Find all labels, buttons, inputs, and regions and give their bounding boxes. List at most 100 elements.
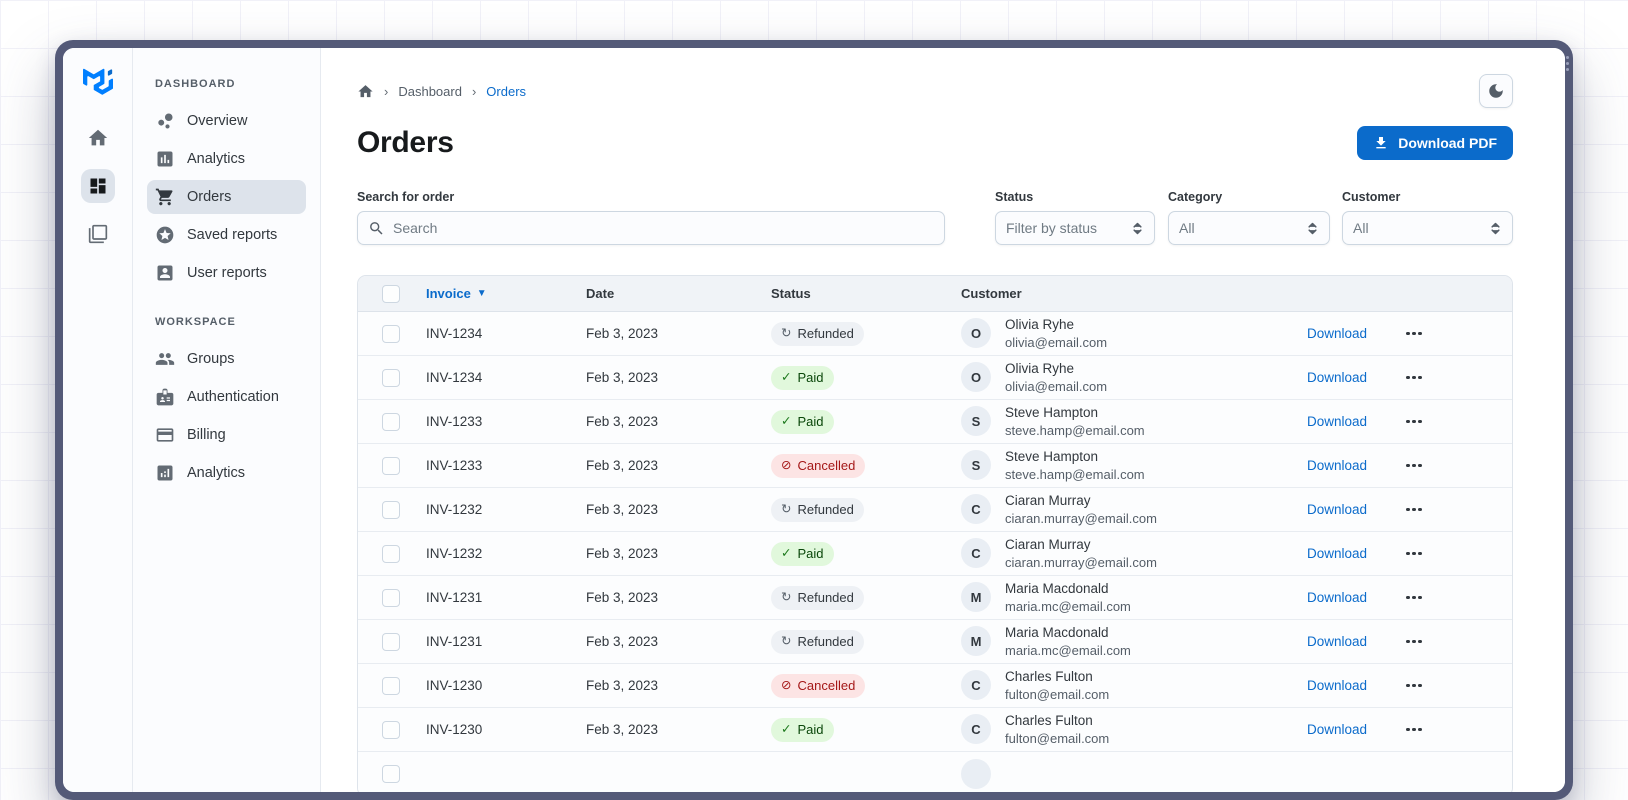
download-link[interactable]: Download: [1306, 458, 1368, 473]
row-checkbox[interactable]: [382, 588, 400, 607]
row-checkbox[interactable]: [382, 765, 400, 783]
customer-cell: [961, 759, 1282, 789]
date-cell: Feb 3, 2023: [586, 502, 659, 517]
row-menu-button[interactable]: [1402, 720, 1426, 740]
row-checkbox[interactable]: [382, 632, 400, 651]
customer-name: Olivia Ryhe: [1005, 316, 1075, 332]
date-cell: Feb 3, 2023: [586, 678, 659, 693]
sidebar-item-overview[interactable]: Overview: [147, 104, 306, 138]
sidebar-item-authentication[interactable]: Authentication: [147, 380, 306, 414]
row-menu-button[interactable]: [1402, 456, 1426, 476]
home-icon[interactable]: [357, 83, 374, 100]
rail-home-button[interactable]: [81, 121, 115, 155]
moon-icon: [1489, 84, 1503, 98]
home-icon: [88, 129, 107, 146]
sidebar-item-saved-reports[interactable]: Saved reports: [147, 218, 306, 252]
download-link[interactable]: Download: [1306, 326, 1368, 341]
row-menu-button[interactable]: [1402, 544, 1426, 564]
row-menu-button[interactable]: [1402, 324, 1426, 344]
rail-windows-button[interactable]: [81, 217, 115, 251]
customer-name: Charles Fulton: [1005, 668, 1093, 684]
window-scrollbar-dots: [1566, 56, 1570, 71]
customer-email: fulton@email.com: [1005, 730, 1110, 746]
customer-email: fulton@email.com: [1005, 686, 1110, 702]
select-all-checkbox[interactable]: [382, 284, 400, 303]
row-checkbox[interactable]: [382, 500, 400, 519]
customer-email: olivia@email.com: [1005, 378, 1108, 394]
status-chip: ✓ Paid: [771, 541, 834, 566]
shopping-cart-icon: [155, 187, 175, 207]
groups-icon: [155, 349, 175, 369]
sidebar-item-analytics[interactable]: Analytics: [147, 142, 306, 176]
status-icon: ↻: [781, 590, 792, 605]
date-cell: Feb 3, 2023: [586, 634, 659, 649]
breadcrumb-dashboard[interactable]: Dashboard: [398, 83, 462, 99]
download-link[interactable]: Download: [1306, 590, 1368, 605]
sidebar-item-user-reports[interactable]: User reports: [147, 256, 306, 290]
breadcrumb: › Dashboard › Orders: [357, 83, 526, 100]
download-link[interactable]: Download: [1306, 678, 1368, 693]
status-chip: ✓ Paid: [771, 717, 834, 742]
download-link[interactable]: Download: [1306, 722, 1368, 737]
sidebar-item-groups[interactable]: Groups: [147, 342, 306, 376]
customer-email: ciaran.murray@email.com: [1005, 554, 1157, 570]
row-menu-button[interactable]: [1402, 412, 1426, 432]
row-menu-button[interactable]: [1402, 588, 1426, 608]
column-header-customer: Customer: [961, 286, 1022, 301]
search-input[interactable]: [393, 220, 934, 236]
row-menu-button[interactable]: [1402, 632, 1426, 652]
customer-cell: C Charles Fulton fulton@email.com: [961, 668, 1282, 704]
download-link[interactable]: Download: [1306, 546, 1368, 561]
avatar: S: [961, 406, 991, 437]
customer-cell: C Ciaran Murray ciaran.murray@email.com: [961, 492, 1282, 528]
row-checkbox[interactable]: [382, 544, 400, 563]
table-row: INV-1232 Feb 3, 2023 ↻ Refunded C Ciaran …: [358, 488, 1512, 532]
column-header-invoice[interactable]: Invoice ▼: [426, 286, 487, 301]
row-checkbox[interactable]: [382, 676, 400, 695]
table-row: INV-1231 Feb 3, 2023 ↻ Refunded M Maria M…: [358, 620, 1512, 664]
download-link[interactable]: Download: [1306, 370, 1368, 385]
table-body: INV-1234 Feb 3, 2023 ↻ Refunded O Olivia …: [358, 312, 1512, 792]
row-menu-button[interactable]: [1402, 676, 1426, 696]
sidebar-item-billing[interactable]: Billing: [147, 418, 306, 452]
download-link[interactable]: Download: [1306, 634, 1368, 649]
row-checkbox[interactable]: [382, 456, 400, 475]
avatar: C: [961, 670, 991, 701]
customer-cell: S Steve Hampton steve.hamp@email.com: [961, 404, 1282, 440]
date-cell: Feb 3, 2023: [586, 458, 659, 473]
credit-card-icon: [155, 425, 175, 445]
status-icon: ✓: [781, 722, 792, 737]
customer-email: olivia@email.com: [1005, 334, 1108, 350]
status-icon: ✓: [781, 370, 792, 385]
rail-dashboard-button[interactable]: [80, 169, 115, 203]
row-menu-button[interactable]: [1402, 500, 1426, 520]
customer-name: Ciaran Murray: [1005, 536, 1091, 552]
status-chip: ✓ Paid: [771, 365, 834, 390]
theme-toggle-button[interactable]: [1479, 74, 1513, 108]
download-link[interactable]: Download: [1306, 502, 1368, 517]
category-select[interactable]: All: [1168, 211, 1330, 245]
status-select[interactable]: Filter by status: [995, 211, 1155, 245]
table-row: INV-1230 Feb 3, 2023 ⊘ Cancelled C Charle…: [358, 664, 1512, 708]
customer-filter-label: Customer: [1342, 190, 1401, 204]
download-link[interactable]: Download: [1306, 414, 1368, 429]
avatar: M: [961, 582, 991, 613]
row-checkbox[interactable]: [382, 368, 400, 387]
row-checkbox[interactable]: [382, 720, 400, 739]
main-content: › Dashboard › Orders Orders Download PDF: [321, 48, 1565, 792]
unfold-more-icon: [1133, 222, 1142, 234]
avatar: S: [961, 450, 991, 481]
status-icon: ✓: [781, 414, 792, 429]
customer-cell: C Charles Fulton fulton@email.com: [961, 712, 1282, 748]
person-card-icon: [155, 263, 175, 283]
date-cell: Feb 3, 2023: [586, 414, 659, 429]
row-checkbox[interactable]: [382, 412, 400, 431]
customer-select[interactable]: All: [1342, 211, 1513, 245]
row-menu-button[interactable]: [1402, 368, 1426, 388]
icon-rail: [63, 48, 133, 792]
sidebar-item-workspace-analytics[interactable]: Analytics: [147, 456, 306, 490]
sidebar-item-orders[interactable]: Orders: [147, 180, 306, 214]
dashboard-grid-icon: [90, 178, 105, 194]
download-pdf-button[interactable]: Download PDF: [1357, 126, 1513, 160]
row-checkbox[interactable]: [382, 324, 400, 343]
